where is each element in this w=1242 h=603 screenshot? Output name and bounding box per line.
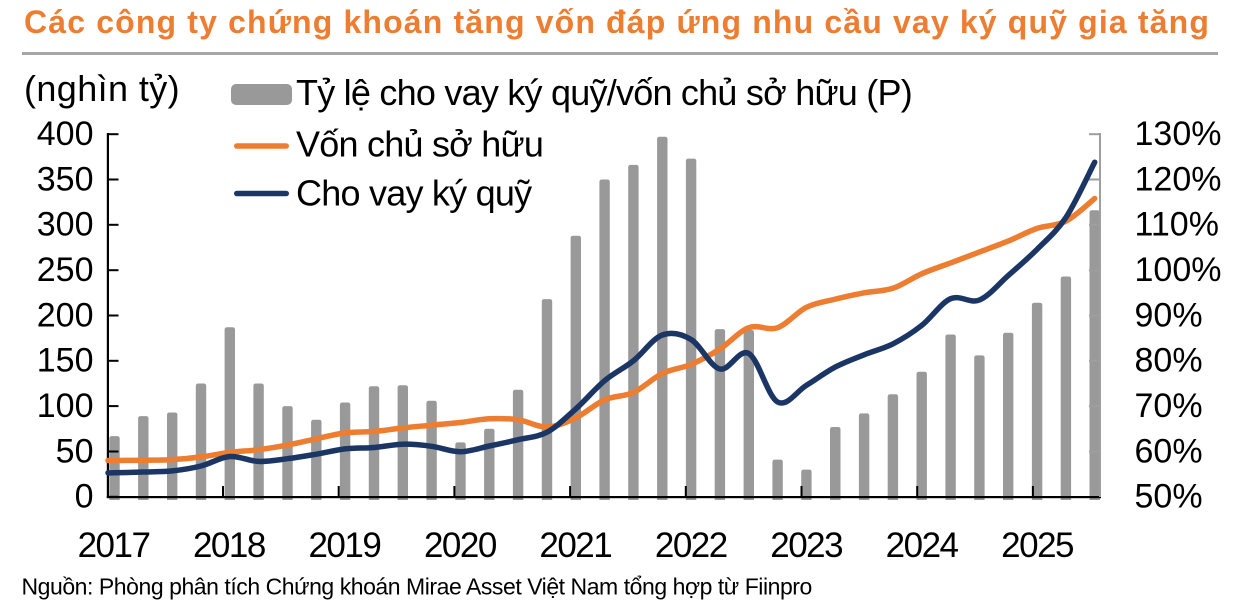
svg-text:Cho vay ký quỹ: Cho vay ký quỹ — [296, 173, 532, 214]
svg-text:Vốn chủ sở hữu: Vốn chủ sở hữu — [296, 124, 543, 165]
svg-text:2018: 2018 — [193, 526, 265, 565]
svg-text:2024: 2024 — [886, 526, 959, 565]
svg-text:80%: 80% — [1135, 342, 1203, 380]
svg-text:300: 300 — [37, 206, 94, 244]
svg-text:(nghìn tỷ): (nghìn tỷ) — [24, 68, 180, 109]
svg-text:130%: 130% — [1135, 115, 1222, 153]
svg-text:350: 350 — [37, 160, 94, 198]
svg-text:60%: 60% — [1135, 432, 1203, 470]
svg-text:110%: 110% — [1135, 206, 1219, 244]
svg-text:50: 50 — [56, 432, 94, 470]
svg-text:100%: 100% — [1135, 251, 1222, 289]
svg-text:2019: 2019 — [308, 526, 380, 565]
svg-text:400: 400 — [37, 115, 94, 153]
svg-text:2021: 2021 — [539, 526, 611, 565]
svg-text:2020: 2020 — [424, 526, 497, 565]
svg-text:200: 200 — [37, 296, 94, 334]
svg-text:2023: 2023 — [770, 526, 842, 565]
svg-text:2022: 2022 — [655, 526, 727, 565]
svg-text:100: 100 — [37, 387, 94, 425]
svg-text:Nguồn: Phòng phân tích Chứng k: Nguồn: Phòng phân tích Chứng khoán Mirae… — [22, 574, 812, 600]
svg-text:2025: 2025 — [1001, 526, 1073, 565]
svg-text:Các công ty chứng khoán tăng v: Các công ty chứng khoán tăng vốn đáp ứng… — [24, 4, 1210, 40]
svg-text:50%: 50% — [1135, 478, 1203, 516]
svg-text:70%: 70% — [1135, 387, 1203, 425]
svg-text:90%: 90% — [1135, 296, 1203, 334]
svg-text:0: 0 — [75, 478, 94, 516]
svg-text:Tỷ lệ cho vay ký quỹ/vốn chủ s: Tỷ lệ cho vay ký quỹ/vốn chủ sở hữu (P) — [296, 72, 912, 113]
svg-text:2017: 2017 — [78, 526, 150, 565]
svg-text:120%: 120% — [1135, 160, 1222, 198]
svg-text:250: 250 — [37, 251, 94, 289]
svg-text:150: 150 — [37, 342, 94, 380]
